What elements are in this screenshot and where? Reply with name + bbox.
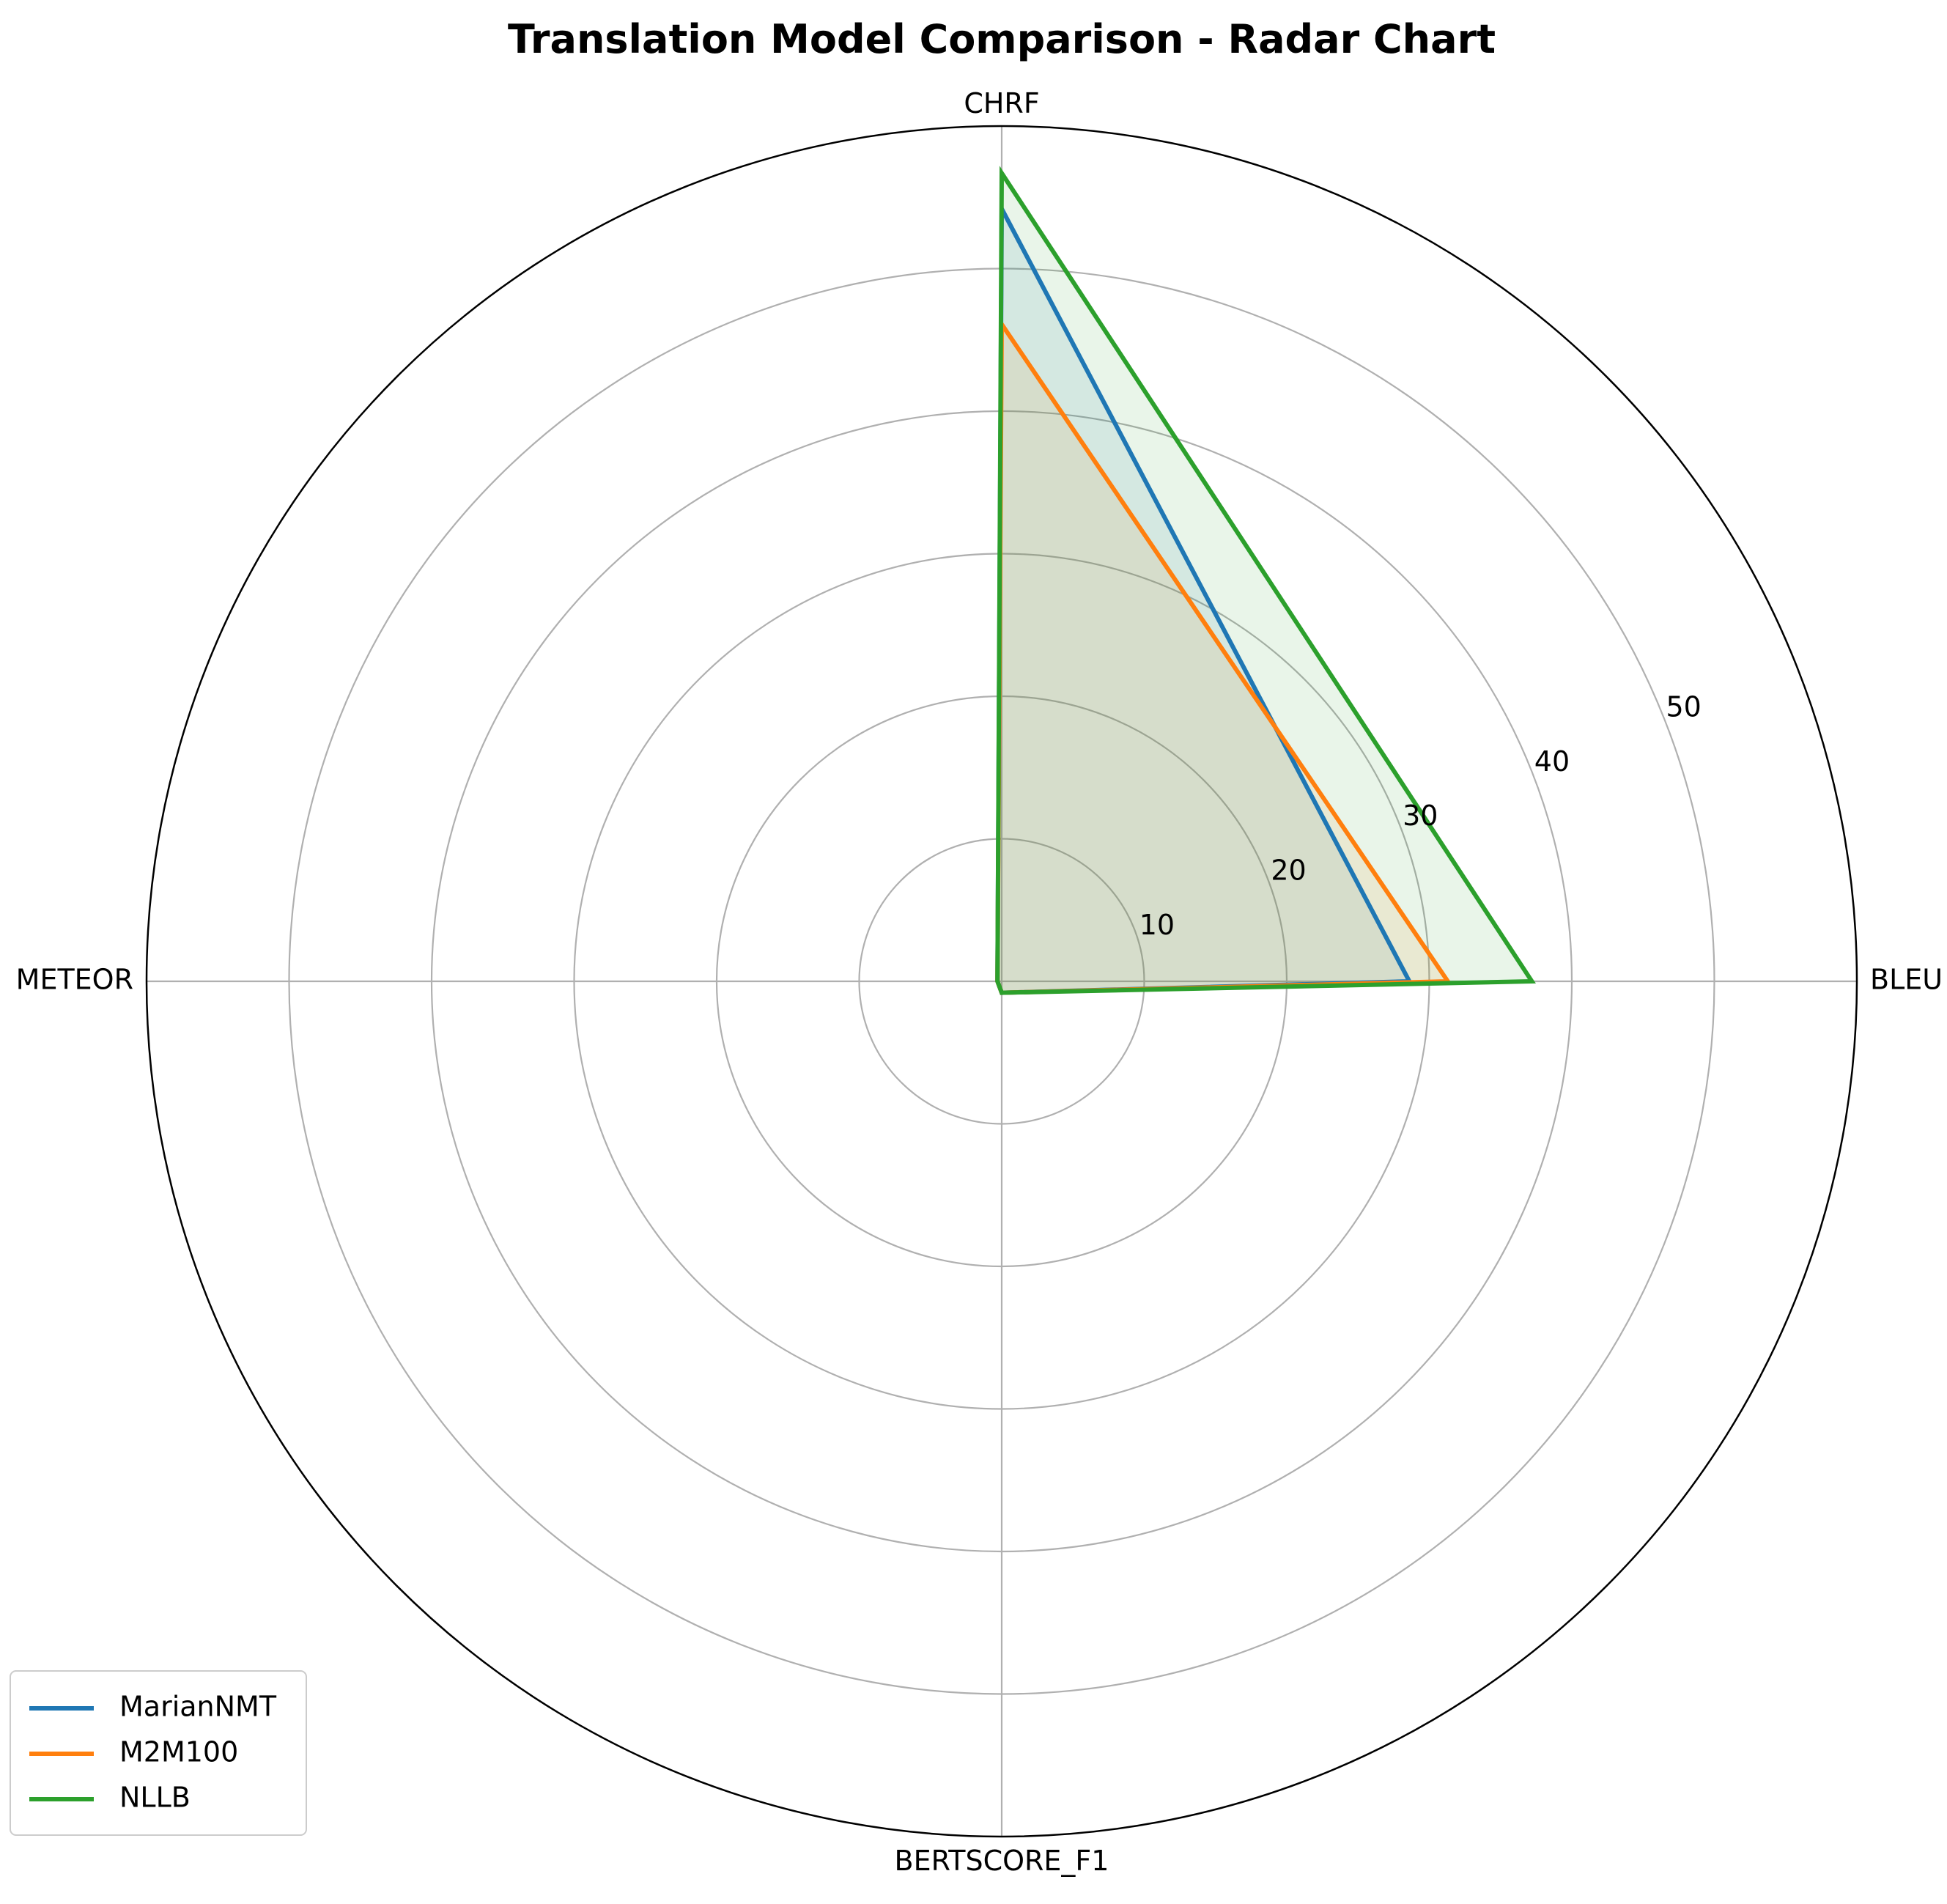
legend-label: M2M100: [119, 1736, 238, 1768]
chart-title: Translation Model Comparison - Radar Cha…: [508, 16, 1496, 62]
series-line: [995, 166, 1536, 995]
series-fill: [997, 208, 1410, 993]
axis-label: BERTSCORE_F1: [895, 1845, 1109, 1877]
radial-tick-labels: 10 20 30 40 50: [1139, 690, 1702, 941]
axis-label: BLEU: [1870, 964, 1943, 996]
outer-frame: [145, 125, 1858, 1838]
legend: MarianNMT M2M100 NLLB: [10, 1670, 307, 1836]
radar-series: [995, 166, 1536, 995]
legend-label: NLLB: [119, 1782, 191, 1814]
radial-tick-label: 10: [1139, 909, 1175, 941]
radial-tick-label: 20: [1271, 855, 1306, 887]
radial-tick-label: 50: [1666, 690, 1701, 723]
series-fill: [997, 173, 1532, 993]
series-fill: [997, 324, 1448, 993]
legend-label: MarianNMT: [119, 1691, 277, 1723]
axis-label: METEOR: [16, 964, 133, 996]
radial-tick-label: 40: [1534, 745, 1570, 778]
axis-label: CHRF: [964, 87, 1039, 119]
legend-box: [10, 1670, 307, 1836]
axis-labels: BLEU CHRF METEOR BERTSCORE_F1: [16, 87, 1943, 1877]
radial-tick-label: 30: [1403, 800, 1438, 832]
